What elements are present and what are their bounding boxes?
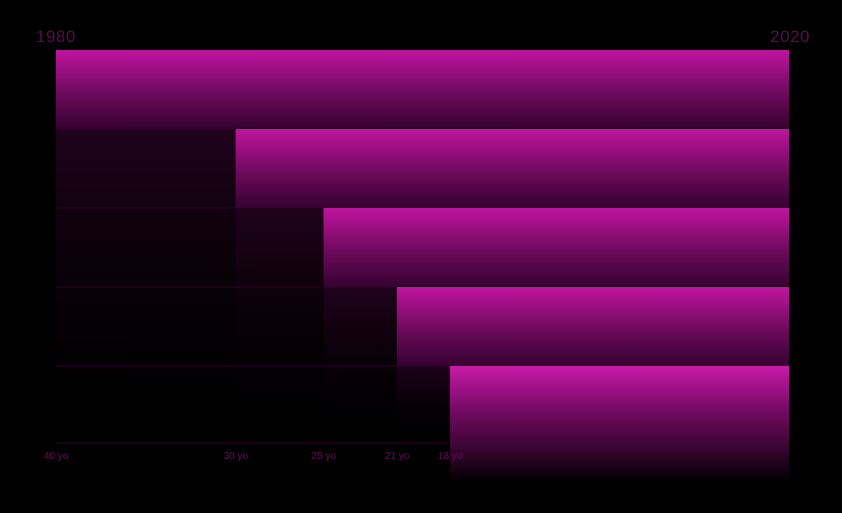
tick-label: 18 yo [438, 451, 463, 462]
x-axis-end-label: 2020 [770, 27, 810, 46]
step-shadow [323, 287, 397, 443]
bar-18-yo [449, 366, 789, 483]
tick-labels-layer: 40 yo 30 yo 25 yo 21 yo 18 yo [44, 451, 463, 462]
bar-30-yo [235, 129, 789, 208]
step-shadow [235, 208, 324, 443]
step-shadow [56, 129, 236, 443]
tick-label: 40 yo [44, 451, 69, 462]
bar-21-yo [396, 287, 789, 366]
bars-layer [56, 50, 789, 483]
tick-label: 25 yo [312, 451, 337, 462]
tick-label: 30 yo [224, 451, 249, 462]
step-shadow [396, 366, 450, 443]
bar-40-yo [56, 50, 789, 129]
x-axis-start-label: 1980 [36, 27, 76, 46]
tick-label: 21 yo [385, 451, 410, 462]
bar-25-yo [323, 208, 789, 287]
